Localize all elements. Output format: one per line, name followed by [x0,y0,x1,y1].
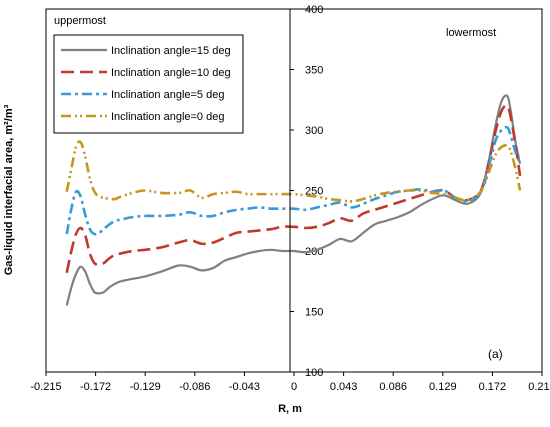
y-tick-label: 150 [305,307,323,319]
y-tick-label: 350 [305,65,323,77]
x-tick-label: -0.172 [80,381,111,393]
y-tick-label: 400 [305,4,323,16]
x-tick-label: 0.129 [429,381,457,393]
x-tick-label: -0.129 [130,381,161,393]
x-tick-label: 0 [291,381,297,393]
x-tick-label: -0.215 [30,381,61,393]
annotation-lowermost: lowermost [446,27,496,39]
x-tick-label: 0.086 [379,381,407,393]
panel-label: (a) [488,347,503,361]
series-line-3 [65,125,522,236]
x-tick-label: -0.086 [179,381,210,393]
y-tick-label: 100 [305,367,323,379]
legend-label-3: Inclination angle=5 deg [111,89,224,101]
x-tick-label: 0.043 [330,381,358,393]
plot-frame [45,8,543,373]
ticks-layer: -0.215 -0.172 -0.129 -0.086 -0.043 0 0.043 0.08… [30,4,550,393]
legend-label-2: Inclination angle=10 deg [111,67,231,79]
y-tick-label: 300 [305,125,323,137]
x-tick-label: 0.172 [479,381,507,393]
x-tick-label: 0.215 [528,381,550,393]
x-tick-label: -0.043 [229,381,260,393]
x-axis-title: R, m [278,403,302,415]
legend-label-1: Inclination angle=15 deg [111,45,231,57]
series-line-4 [65,140,522,203]
series-layer [65,94,522,306]
legend-box [53,34,244,134]
annotation-uppermost: uppermost [54,15,106,27]
y-axis-title: Gas-liquid interfacial area, m²/m³ [3,104,15,275]
legend-label-4: Inclination angle=0 deg [111,111,224,123]
series-line-2 [65,104,522,274]
legend: Inclination angle=15 deg Inclination angl… [53,34,244,134]
